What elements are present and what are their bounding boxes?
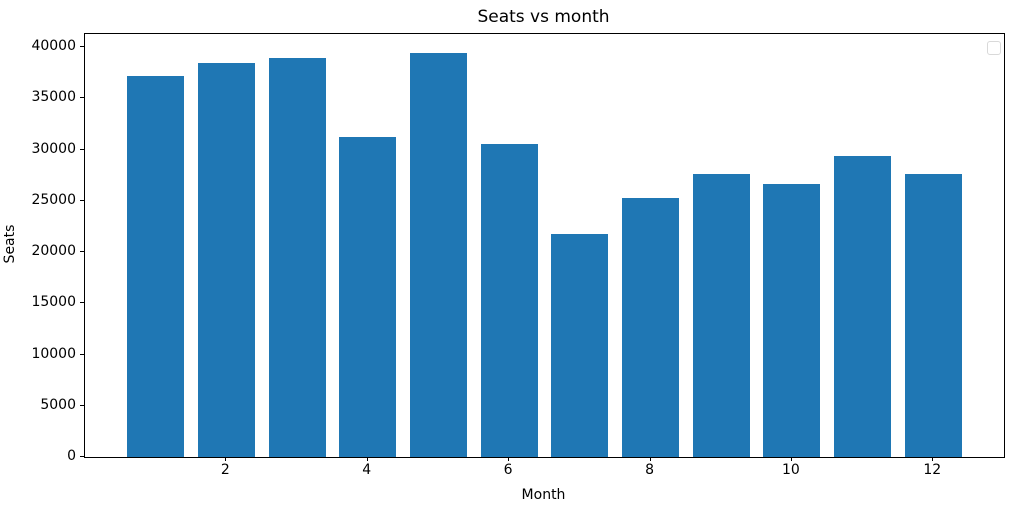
x-tick-label: 6 <box>503 462 513 478</box>
x-tick-mark <box>790 457 792 461</box>
bar-month-5 <box>409 53 467 457</box>
bar-month-2 <box>197 62 255 457</box>
y-tick-mark <box>80 97 84 99</box>
y-tick-mark <box>80 456 84 457</box>
y-tick-label: 10000 <box>31 345 76 362</box>
y-tick-mark <box>80 353 84 355</box>
x-axis-label: Month <box>521 487 566 503</box>
y-tick-label: 15000 <box>31 294 76 311</box>
x-tick-label: 10 <box>782 462 800 478</box>
bars-layer <box>85 34 1004 457</box>
chart-title: Seats vs month <box>477 7 610 27</box>
y-axis-label: Seats <box>2 224 18 264</box>
bar-month-1 <box>127 76 185 457</box>
y-tick-mark <box>80 46 84 48</box>
y-tick-mark <box>80 302 84 304</box>
bar-month-4 <box>339 136 397 457</box>
y-tick-label: 5000 <box>40 396 76 413</box>
x-tick-mark <box>366 457 368 461</box>
y-tick-mark <box>80 404 84 406</box>
y-tick-mark <box>80 148 84 150</box>
bar-month-8 <box>622 197 680 457</box>
x-tick-label: 4 <box>362 462 372 478</box>
y-tick-mark <box>80 199 84 201</box>
x-tick-mark <box>508 457 510 461</box>
x-tick-label: 2 <box>220 462 230 478</box>
bar-month-10 <box>763 184 821 457</box>
plot-area <box>84 33 1005 458</box>
legend-box <box>987 41 1001 55</box>
y-tick-label: 25000 <box>31 191 76 208</box>
y-tick-label: 30000 <box>31 140 76 157</box>
x-tick-mark <box>649 457 651 461</box>
y-tick-mark <box>80 251 84 252</box>
y-tick-label: 40000 <box>31 38 76 55</box>
x-tick-mark <box>932 457 934 461</box>
x-tick-label: 12 <box>923 462 942 478</box>
bar-month-12 <box>904 174 962 457</box>
bar-month-11 <box>834 156 892 457</box>
y-tick-label: 0 <box>67 448 76 464</box>
bar-month-7 <box>551 233 609 457</box>
bar-month-9 <box>692 174 750 457</box>
y-tick-label: 35000 <box>31 89 76 106</box>
bar-month-3 <box>268 58 326 457</box>
y-tick-label: 20000 <box>31 243 76 259</box>
bar-month-6 <box>480 144 538 457</box>
x-tick-label: 8 <box>645 462 654 478</box>
x-tick-mark <box>225 457 227 461</box>
